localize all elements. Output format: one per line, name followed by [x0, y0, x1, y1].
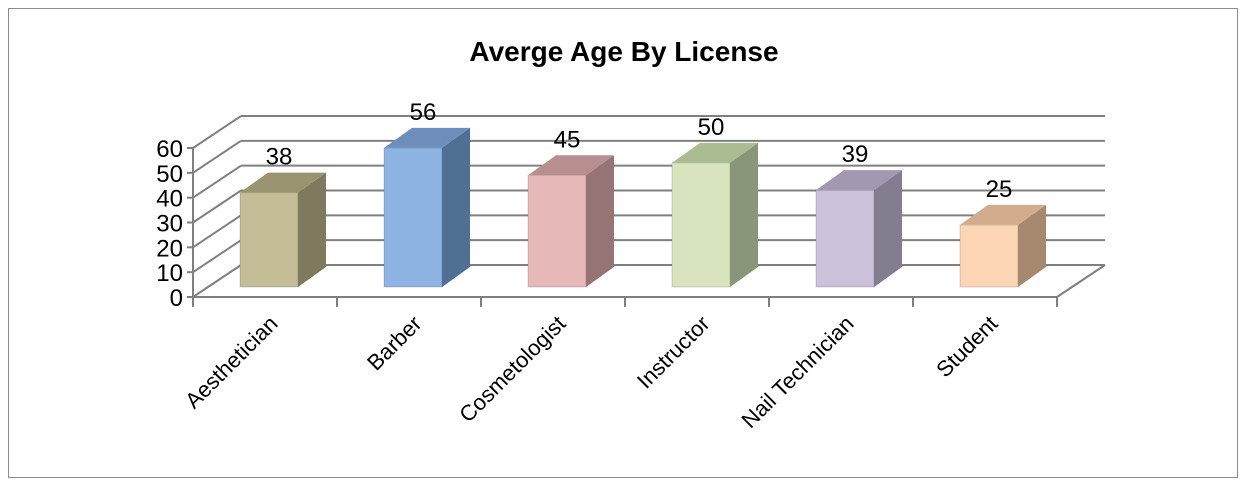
x-tick-label: Barber	[362, 311, 426, 375]
bar	[383, 147, 443, 288]
bar-side	[1018, 204, 1046, 287]
data-label: 38	[266, 144, 293, 171]
bar	[671, 162, 731, 288]
y-tick-label: 60	[156, 136, 183, 163]
y-tick-label: 40	[156, 186, 183, 213]
bar-side	[586, 155, 614, 287]
x-tick-label: Instructor	[632, 311, 715, 394]
bar	[959, 224, 1019, 288]
chart-title: Averge Age By License	[469, 36, 779, 67]
gridline-wall	[192, 115, 242, 149]
data-label: 39	[842, 141, 869, 168]
gridline-wall	[192, 264, 242, 298]
bar-top	[816, 170, 902, 191]
bar-side	[298, 172, 326, 287]
x-tick-label: Student	[931, 311, 1002, 382]
bar-side	[442, 127, 470, 287]
x-tick-label: Cosmetologist	[454, 311, 570, 427]
y-tick-label: 30	[156, 211, 183, 238]
bar	[239, 192, 299, 288]
data-label: 56	[410, 99, 437, 126]
bar-side	[730, 142, 758, 287]
gridline-wall	[192, 164, 242, 199]
y-tick-label: 0	[170, 285, 183, 312]
bar-top	[960, 204, 1046, 225]
y-tick-label: 10	[156, 260, 183, 287]
bar-top	[672, 142, 758, 163]
bar-top	[528, 155, 614, 176]
data-label: 45	[554, 126, 581, 153]
data-label: 50	[698, 114, 725, 141]
gridline-wall	[192, 140, 242, 174]
gridline-wall	[192, 189, 242, 224]
bar	[527, 174, 587, 288]
gridline-wall	[192, 214, 242, 249]
y-tick-label: 20	[156, 235, 183, 262]
floor-edge	[1056, 264, 1106, 298]
bar-top	[240, 172, 326, 193]
bar	[815, 189, 875, 288]
x-tick-label: Aesthetician	[180, 311, 282, 413]
bar-top	[384, 127, 470, 148]
data-label: 25	[986, 176, 1013, 203]
bar-side	[874, 170, 902, 287]
x-tick-label: Nail Technician	[737, 311, 859, 433]
gridline-wall	[192, 239, 242, 273]
y-tick-label: 50	[156, 161, 183, 188]
